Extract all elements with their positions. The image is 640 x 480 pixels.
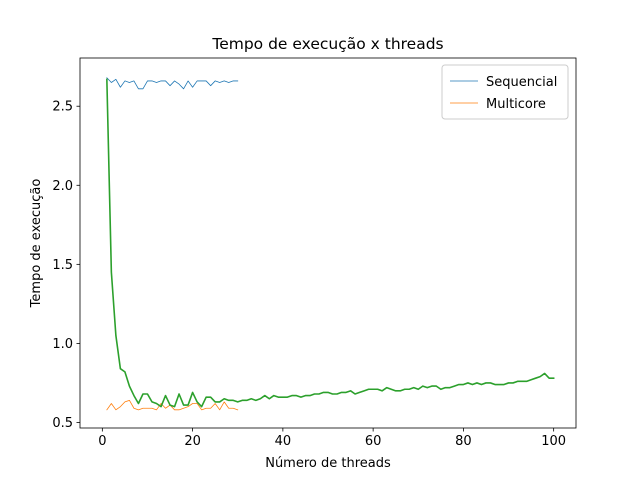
- x-tick-label: 0: [98, 434, 106, 449]
- x-tick-label: 80: [455, 434, 472, 449]
- x-tick-label: 100: [541, 434, 566, 449]
- y-axis-label: Tempo de execução: [29, 179, 44, 309]
- series-line-1: [106, 77, 239, 90]
- legend: Sequencial Multicore: [441, 64, 569, 120]
- x-tick-label: 20: [184, 434, 201, 449]
- x-tick-label: 60: [365, 434, 382, 449]
- y-tick-label: 1.5: [52, 258, 73, 273]
- legend-label: Multicore: [486, 97, 546, 112]
- y-tick-label: 1.0: [52, 337, 73, 352]
- series-line-3: [106, 78, 555, 408]
- y-tick-label: 2.0: [52, 179, 73, 194]
- series-line-2: [106, 399, 239, 411]
- chart-title: Tempo de execução x threads: [211, 35, 443, 53]
- series-layer: [106, 77, 555, 411]
- axes-layer: 0 20 40 60 80 100 0.5 1.0 1.5 2.0 2.5: [52, 57, 577, 449]
- x-axis-label: Número de threads: [265, 456, 391, 471]
- y-tick-label: 2.5: [52, 100, 73, 115]
- legend-box: [441, 64, 569, 120]
- plot-frame: [79, 57, 577, 429]
- x-tick-label: 40: [275, 434, 292, 449]
- y-tick-label: 0.5: [52, 416, 73, 431]
- legend-label: Sequencial: [486, 75, 557, 90]
